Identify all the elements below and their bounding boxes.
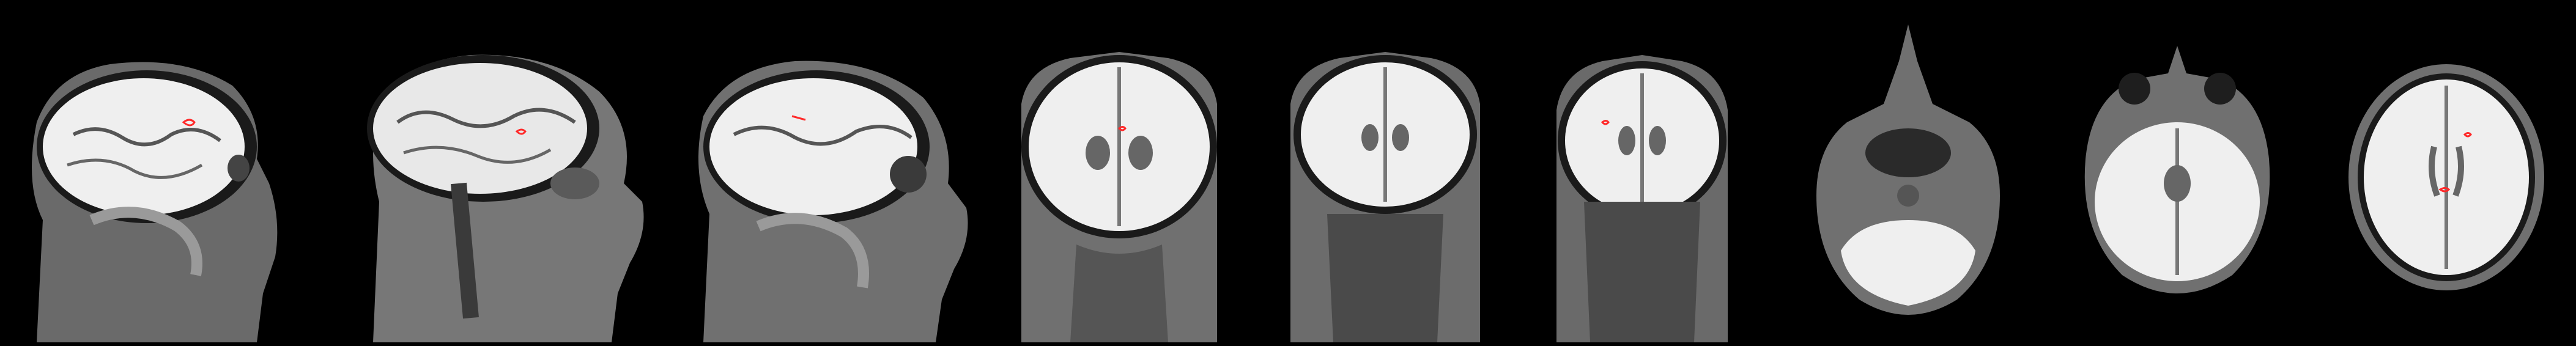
sagittal-slice-image-1 (0, 0, 287, 346)
lesion-outline (515, 128, 527, 135)
sagittal-slice-image-2 (330, 0, 648, 346)
coronal-slice-image-2 (1272, 0, 1498, 346)
mri-panel-axial-1 (1786, 0, 2030, 346)
lesion-outline (1601, 120, 1610, 125)
mri-panel-axial-2 (2061, 0, 2293, 346)
lesion-outline (2463, 132, 2472, 138)
lesion-outline (1117, 126, 1127, 131)
axial-slice-image-3 (2330, 0, 2563, 346)
axial-slice-image-1 (1786, 0, 2030, 346)
coronal-slice-image-3 (1541, 0, 1743, 346)
lesion-outline (791, 115, 806, 121)
sagittal-slice-image-3 (661, 0, 979, 346)
coronal-slice-image-1 (1003, 0, 1235, 346)
axial-slice-image-2 (2061, 0, 2293, 346)
mri-panel-sagittal-1 (0, 0, 287, 346)
mri-panel-axial-3 (2330, 0, 2563, 346)
lesion-outline (2438, 187, 2451, 193)
lesion-outline (182, 119, 196, 127)
mri-panel-coronal-1 (1003, 0, 1235, 346)
mri-panel-sagittal-2 (330, 0, 648, 346)
mri-panel-sagittal-3 (661, 0, 979, 346)
mri-panel-coronal-3 (1541, 0, 1743, 346)
mri-panel-coronal-2 (1272, 0, 1498, 346)
